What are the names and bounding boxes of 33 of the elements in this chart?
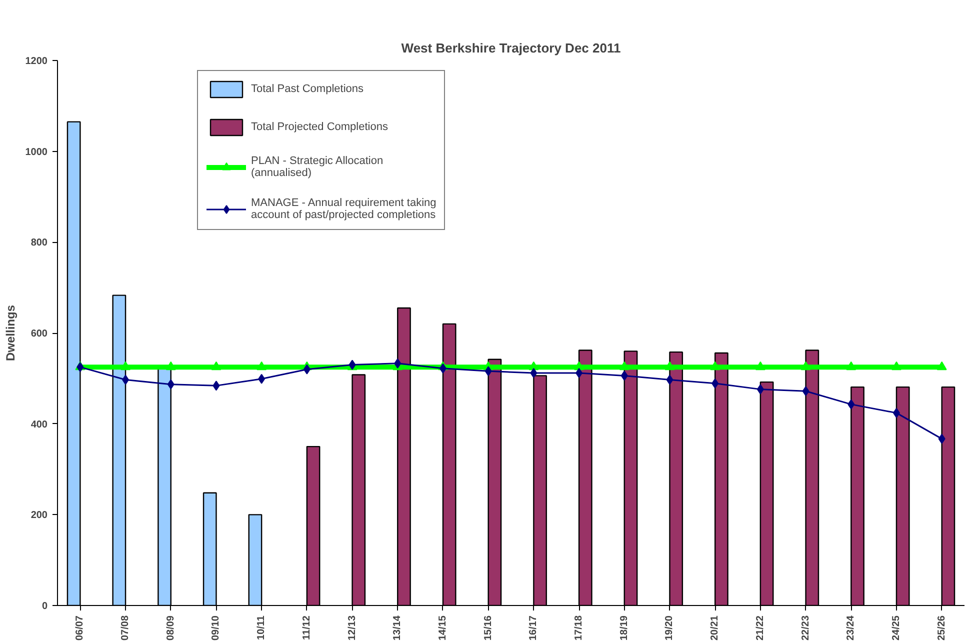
x-tick-label: 08/09	[165, 615, 176, 641]
x-tick-label: 09/10	[210, 615, 222, 641]
x-tick-label: 17/18	[574, 615, 585, 641]
y-tick-label: 200	[30, 510, 48, 522]
x-tick-label: 21/22	[754, 615, 766, 641]
x-tick-label: 11/12	[301, 615, 312, 640]
x-tick-label: 18/19	[618, 615, 630, 641]
y-axis-title: Dwellings	[3, 304, 18, 362]
legend-label: MANAGE - Annual requirement taking account of past/projected completions	[251, 197, 436, 221]
x-tick-label: 25/26	[936, 615, 948, 641]
x-tick-label: 13/14	[392, 615, 404, 641]
y-tick-label: 600	[30, 328, 48, 340]
x-tick-label: 19/20	[664, 615, 676, 641]
x-tick-label: 06/07	[74, 615, 86, 641]
y-tick-label: 800	[30, 238, 48, 249]
x-tick-label: 07/08	[120, 615, 132, 641]
x-tick-label: 10/11	[256, 615, 268, 640]
y-tick-label: 400	[30, 419, 48, 430]
legend-label: Total Projected Completions	[251, 121, 388, 133]
x-tick-label: 20/21	[710, 615, 721, 641]
y-tick-label: 0	[42, 601, 48, 612]
x-tick-label: 22/23	[800, 615, 812, 641]
y-tick-label: 1000	[25, 146, 48, 158]
x-tick-label: 23/24	[846, 615, 857, 641]
legend-label: Total Past Completions	[251, 83, 364, 95]
x-tick-label: 16/17	[528, 615, 540, 641]
x-tick-label: 14/15	[437, 615, 448, 641]
x-tick-label: 15/16	[482, 615, 494, 641]
y-tick-label: 1200	[25, 56, 48, 67]
x-tick-label: 24/25	[890, 615, 902, 641]
chart-title: West Berkshire Trajectory Dec 2011	[401, 40, 621, 56]
legend-label: PLAN - Strategic Allocation (annualised)	[251, 155, 384, 179]
x-tick-label: 12/13	[346, 615, 358, 641]
